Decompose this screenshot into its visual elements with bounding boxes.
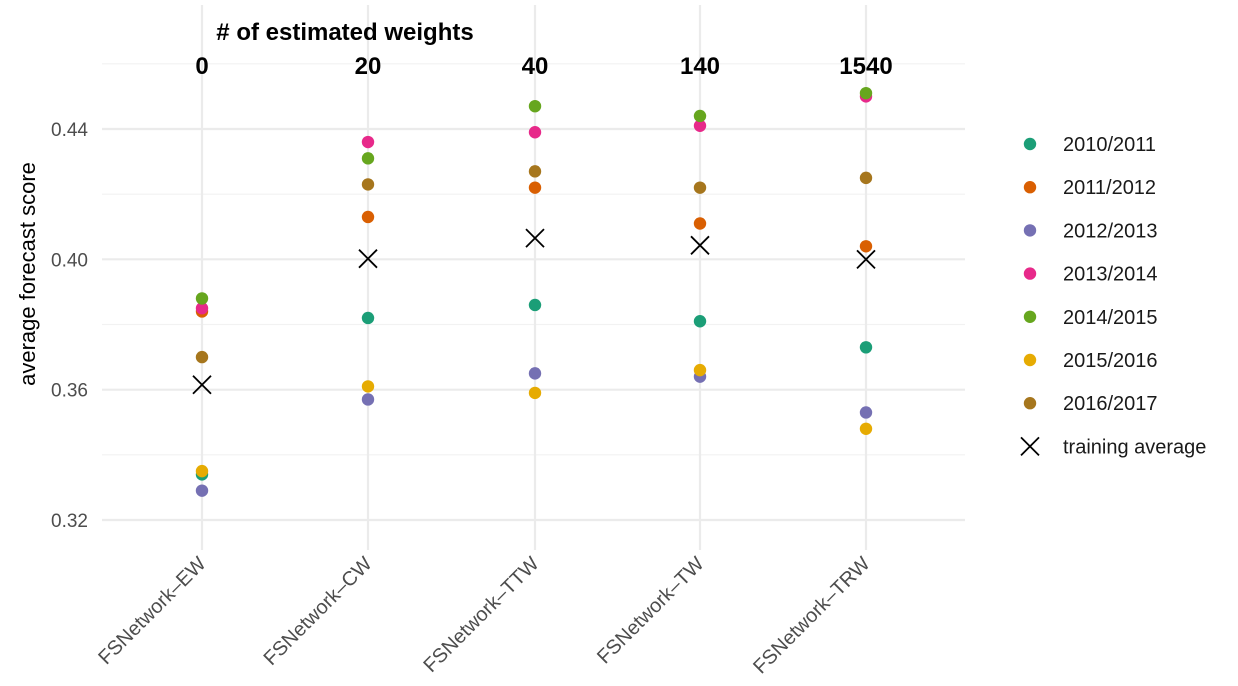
data-point	[361, 152, 375, 165]
y-axis: average forecast score 0.32 0.36 0.40 0.44	[15, 120, 88, 532]
data-point	[528, 99, 542, 113]
data-point	[859, 406, 873, 419]
x-tick-label: FSNetwork–TTW	[419, 553, 543, 677]
data-point	[693, 181, 707, 194]
data-point	[693, 119, 707, 132]
data-point	[528, 298, 542, 312]
y-tick-label: 0.36	[51, 381, 88, 402]
data-point	[693, 109, 707, 123]
training-average-marker	[856, 249, 876, 269]
legend-key	[1023, 137, 1037, 151]
data-point	[528, 165, 542, 178]
legend-label: 2012/2013	[1063, 220, 1158, 242]
legend-label: 2013/2014	[1063, 264, 1158, 286]
x-tick-label: FSNetwork–TRW	[749, 553, 874, 678]
grid	[102, 5, 965, 550]
data-point	[361, 178, 375, 191]
legend-label: 2016/2017	[1063, 393, 1158, 415]
data-point	[859, 422, 873, 435]
y-tick-label: 0.32	[51, 511, 88, 532]
data-point	[859, 86, 873, 100]
data-point	[195, 484, 209, 497]
data-point	[528, 126, 542, 139]
data-point	[859, 341, 873, 354]
legend-label: 2014/2015	[1063, 307, 1158, 329]
top-axis-label: 20	[355, 53, 382, 80]
data-point	[195, 292, 209, 305]
x-tick-label: FSNetwork–CW	[260, 553, 377, 670]
data-point	[693, 363, 707, 377]
training-average-marker	[690, 235, 710, 255]
x-tick-label: FSNetwork–TW	[593, 553, 708, 668]
data-point	[859, 240, 873, 253]
legend-key	[1023, 267, 1037, 280]
top-axis-label: 0	[195, 53, 208, 80]
y-axis-title: average forecast score	[15, 162, 40, 386]
training-average-marker	[192, 375, 212, 395]
legend-key	[1023, 310, 1037, 323]
y-tick-label: 0.44	[51, 120, 88, 141]
data-point	[195, 350, 209, 364]
legend-key-x	[1020, 436, 1040, 457]
data-point	[859, 171, 873, 185]
legend-label: 2010/2011	[1063, 134, 1156, 156]
data-point	[693, 217, 707, 230]
data-point	[528, 367, 542, 380]
data-point	[361, 311, 375, 325]
data-point	[361, 393, 375, 406]
data-point	[195, 302, 209, 315]
x-tick-label: FSNetwork–EW	[94, 553, 210, 669]
legend: 2010/2011 2011/2012 2012/2013 2013/2014 2014…	[1020, 134, 1206, 458]
data-point	[528, 386, 542, 400]
top-axis: # of estimated weights 0 20 40 140 1540	[195, 19, 892, 80]
legend-key	[1023, 397, 1037, 410]
training-average-marker	[525, 228, 545, 248]
data-points	[192, 86, 876, 497]
data-point	[361, 210, 375, 224]
y-tick-label: 0.40	[51, 250, 88, 271]
legend-key	[1023, 353, 1037, 367]
top-axis-label: 40	[522, 53, 549, 80]
training-average-marker	[358, 249, 378, 269]
legend-label: training average	[1063, 436, 1206, 458]
data-point	[361, 380, 375, 393]
data-point	[693, 315, 707, 328]
data-point	[195, 464, 209, 478]
data-point	[361, 135, 375, 149]
legend-label: 2011/2012	[1063, 177, 1156, 199]
legend-key	[1023, 224, 1037, 237]
top-axis-title: # of estimated weights	[216, 19, 473, 46]
top-axis-label: 140	[680, 53, 720, 80]
legend-label: 2015/2016	[1063, 350, 1158, 372]
x-axis: FSNetwork–EW FSNetwork–CW FSNetwork–TTW FSN…	[94, 553, 874, 678]
legend-key	[1023, 181, 1037, 194]
top-axis-label: 1540	[839, 53, 892, 80]
data-point	[528, 181, 542, 194]
